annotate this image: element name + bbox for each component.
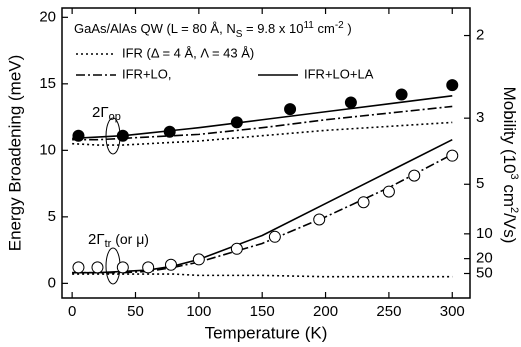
legend-label: IFR (Δ = 4 Å, Λ = 43 Å) [122,45,254,60]
y-tick-label: 10 [39,141,56,158]
series-line [72,121,453,146]
chart-title: GaAs/AlAs QW (L = 80 Å, NS = 9.8 x 1011 … [74,20,352,40]
data-point [72,129,85,142]
data-point [268,230,281,243]
data-point [142,261,155,274]
plot-frame [61,7,471,299]
x-tick-label: 200 [313,303,338,320]
x-tick-label: 0 [68,303,76,320]
series-line [72,95,453,140]
y-tick-label: 0 [48,274,56,291]
y-tick-label: 15 [39,75,56,92]
data-point [382,185,395,198]
data-point [408,169,421,182]
y2-tick-label: 50 [476,264,493,281]
data-point [446,79,459,92]
title-part: = 9.8 x 10 [242,21,303,36]
y2-label-part: 2 [508,207,520,213]
y2-tick-label: 5 [476,175,484,192]
annotation: 2Γtr (or μ) [88,231,149,250]
data-point [284,103,297,116]
annotation-part: 2Γ [92,104,109,121]
legend-label: IFR+LO, [122,66,172,81]
annotation: 2Γop [92,104,121,123]
x-axis-label: Temperature (K) [205,323,328,342]
data-point [230,116,243,129]
data-point [164,258,177,271]
data-point [163,125,176,138]
x-tick-label: 250 [376,303,401,320]
data-point [446,149,459,162]
x-tick-label: 50 [127,303,144,320]
data-point [313,213,326,226]
series-line [72,105,453,141]
y2-tick-label: 20 [476,250,493,267]
y2-axis-label: Mobility (103 cm2/Vs) [500,87,521,244]
title-part: GaAs/AlAs QW (L = 80 Å, N [74,21,236,36]
y2-tick-label: 10 [476,225,493,242]
annotation-part: (or μ) [111,231,149,247]
data-point [344,96,357,109]
title-part: cm [314,21,335,36]
series-line [72,138,453,274]
annotation-part: 2Γ [88,231,105,248]
x-tick-label: 100 [186,303,211,320]
title-part: ) [344,21,352,36]
y2-tick-label: 2 [476,27,484,44]
y2-label-part: /Vs) [500,213,519,243]
y-axis-label: Energy Broadening (meV) [5,55,24,252]
title-part: S [236,29,243,40]
title-part: 11 [303,20,314,31]
series-line [72,153,453,274]
data-point [116,261,129,274]
y-tick-label: 5 [48,208,56,225]
legend-label: IFR+LO+LA [304,66,374,81]
data-point [395,88,408,101]
data-point [357,196,370,209]
annotation-part: tr [105,238,112,250]
y2-label-part: cm [500,180,519,207]
data-point [116,129,129,142]
x-tick-label: 150 [250,303,275,320]
y2-label-part: 3 [508,174,520,180]
x-tick-label: 300 [440,303,465,320]
y2-tick-label: 3 [476,109,484,126]
data-point [192,253,205,266]
annotation-part: op [109,111,121,123]
data-point [72,261,85,274]
y-tick-label: 20 [39,8,56,25]
data-point [91,261,104,274]
y2-label-part: Mobility (10 [500,87,519,174]
series-line [72,273,453,278]
title-part: -2 [335,20,344,31]
data-point [230,242,243,255]
